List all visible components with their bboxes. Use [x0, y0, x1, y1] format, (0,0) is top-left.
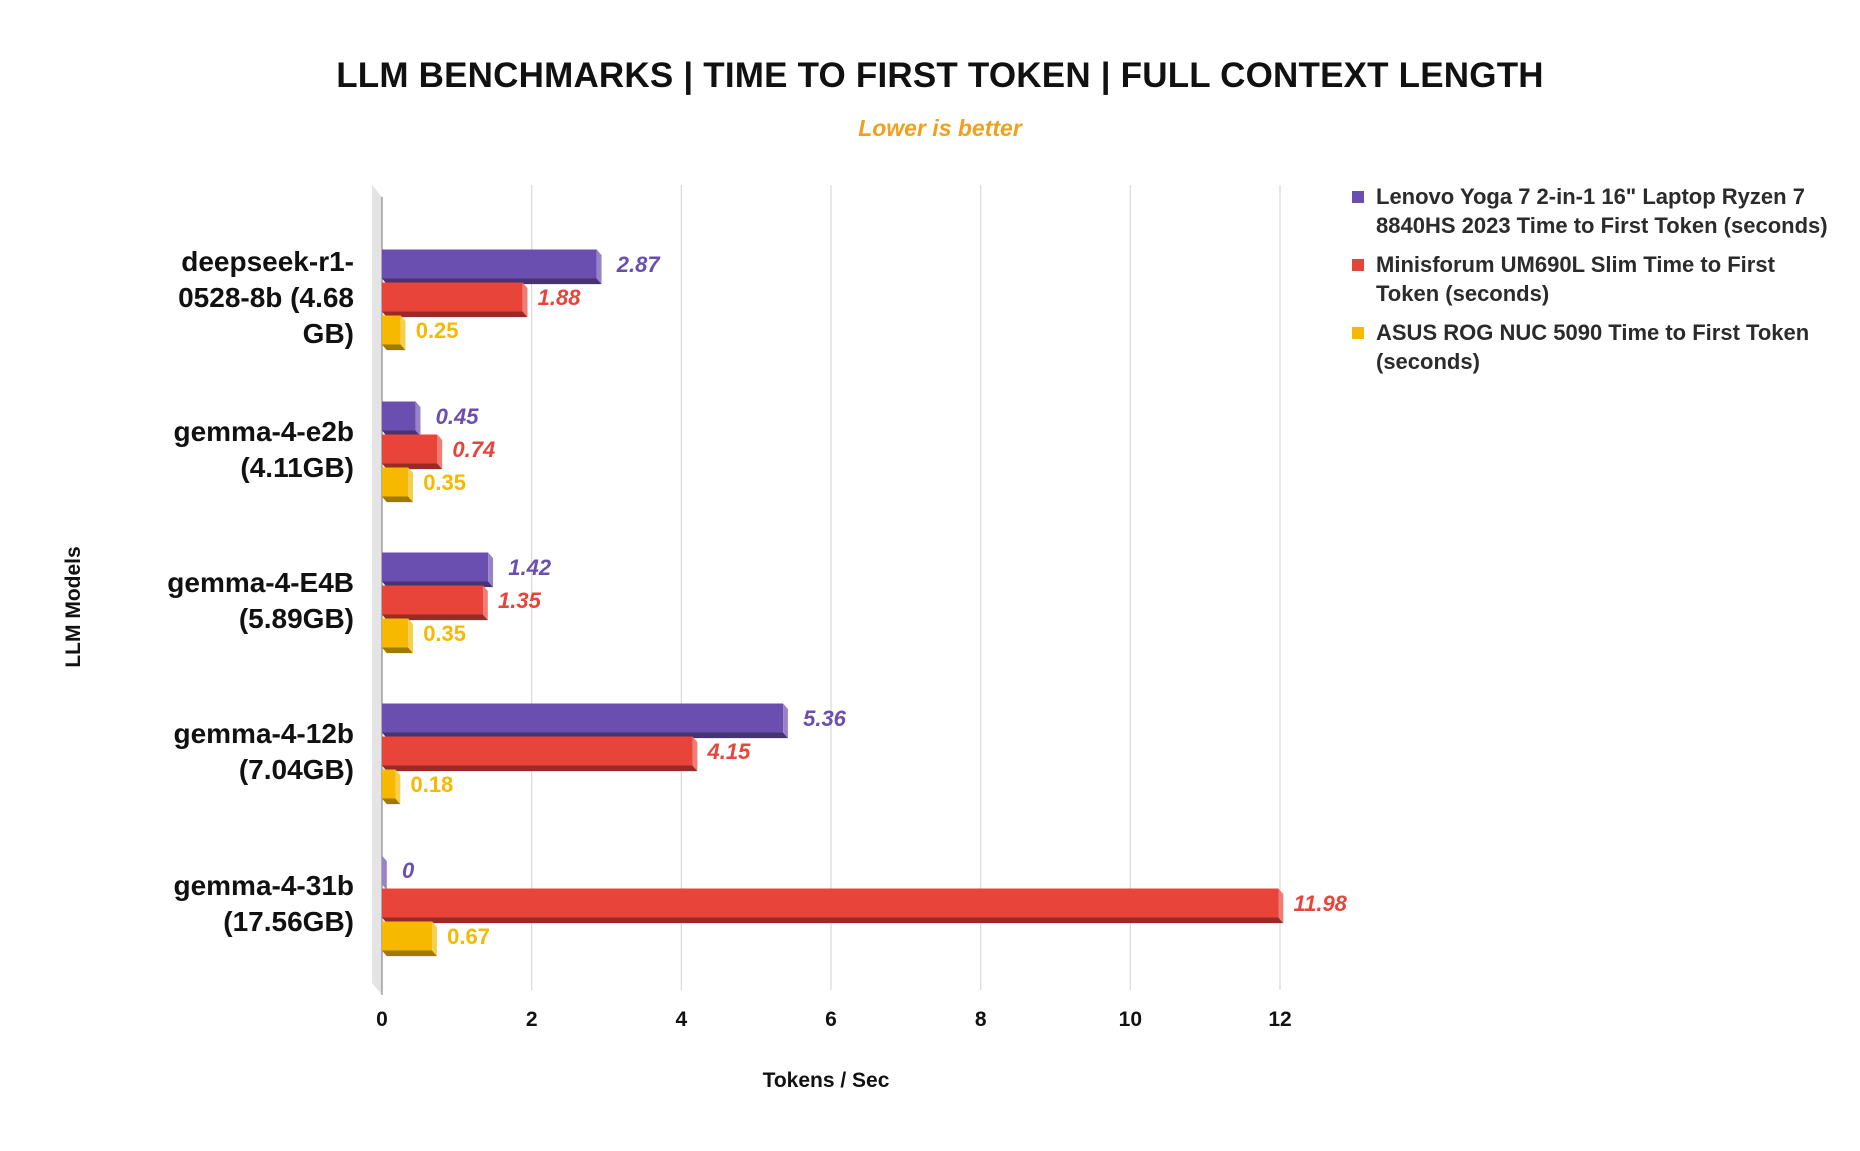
bar-side: [783, 703, 788, 739]
bar-face: [382, 467, 409, 497]
data-label: 0.35: [423, 470, 466, 495]
category-label: gemma-4-E4B (5.89GB): [167, 567, 354, 634]
bar: [382, 249, 602, 285]
bar-side: [382, 855, 387, 891]
bar-side: [432, 921, 437, 957]
bar-bottom: [382, 496, 413, 503]
data-label: 2.87: [616, 252, 662, 277]
y-axis-label: LLM Models: [62, 546, 85, 667]
bar-bottom: [382, 614, 488, 621]
bar-side: [415, 401, 421, 437]
data-label: 5.36: [803, 706, 847, 731]
bar-face: [382, 618, 409, 648]
bar-face: [382, 282, 523, 312]
data-label: 4.15: [707, 739, 752, 764]
data-label: 0.25: [416, 318, 459, 343]
bar-face: [382, 315, 401, 345]
bar-bottom: [382, 917, 1284, 924]
data-label: 11.98: [1294, 891, 1348, 916]
legend-label: Lenovo Yoga 7 2-in-1 16" Laptop Ryzen 7 …: [1376, 184, 1828, 238]
category-label: gemma-4-31b (17.56GB): [173, 870, 354, 937]
bar-side: [395, 769, 401, 805]
bar-face: [382, 401, 416, 431]
chart-subtitle: Lower is better: [858, 115, 1022, 141]
bar-bottom: [382, 950, 437, 957]
bar-side: [1278, 888, 1284, 924]
x-tick-label: 2: [526, 1008, 538, 1031]
bar-side: [408, 618, 413, 654]
category-label: gemma-4-e2b (4.11GB): [173, 416, 354, 483]
x-tick-label: 10: [1119, 1008, 1142, 1031]
bar: [382, 585, 488, 621]
data-label: 0.18: [410, 772, 453, 797]
bar: [382, 921, 437, 957]
data-label: 1.42: [508, 555, 552, 580]
bar: [382, 618, 413, 654]
bar-side: [408, 467, 413, 503]
data-label: 0.35: [423, 621, 466, 646]
bar: [382, 769, 401, 805]
data-label: 1.35: [498, 588, 542, 613]
bar: [382, 434, 443, 470]
bar-side: [488, 552, 494, 588]
bar-face: [382, 769, 396, 799]
bar-face: [382, 249, 597, 279]
bar-side: [437, 434, 443, 470]
legend-label: ASUS ROG NUC 5090 Time to First Token (s…: [1376, 320, 1810, 374]
bar-face: [382, 703, 784, 733]
bar: [382, 401, 421, 437]
bar-face: [382, 736, 693, 766]
bar: [382, 467, 413, 503]
bar-face: [382, 888, 1279, 918]
bar-bottom: [382, 798, 401, 805]
bar-bottom: [382, 765, 698, 772]
data-label: 0.67: [447, 924, 490, 949]
legend-item: Minisforum UM690L Slim Time to First Tok…: [1352, 250, 1832, 308]
bar-face: [382, 434, 438, 464]
legend: Lenovo Yoga 7 2-in-1 16" Laptop Ryzen 7 …: [1352, 182, 1832, 386]
chart-title: LLM BENCHMARKS | TIME TO FIRST TOKEN | F…: [336, 56, 1544, 95]
data-label: 0: [402, 858, 415, 883]
legend-item: ASUS ROG NUC 5090 Time to First Token (s…: [1352, 318, 1832, 376]
bar-face: [382, 921, 433, 951]
legend-swatch: [1352, 259, 1364, 271]
x-tick-label: 12: [1268, 1008, 1291, 1031]
bar: [382, 703, 788, 739]
x-tick-label: 4: [675, 1008, 687, 1031]
x-tick-label: 0: [376, 1008, 388, 1031]
data-label: 0.74: [452, 437, 495, 462]
legend-item: Lenovo Yoga 7 2-in-1 16" Laptop Ryzen 7 …: [1352, 182, 1832, 240]
bar: [382, 315, 406, 351]
legend-label: Minisforum UM690L Slim Time to First Tok…: [1376, 252, 1775, 306]
bar-side: [522, 282, 528, 318]
data-label: 1.88: [538, 285, 582, 310]
legend-swatch: [1352, 327, 1364, 339]
side-wall: [372, 185, 382, 995]
bar-bottom: [382, 311, 528, 318]
bar: [382, 282, 528, 318]
bar-face: [382, 552, 489, 582]
bar-face: [382, 585, 484, 615]
bar: [382, 855, 387, 891]
x-axis-label: Tokens / Sec: [763, 1069, 890, 1092]
legend-swatch: [1352, 191, 1364, 203]
bar-side: [400, 315, 406, 351]
x-tick-label: 6: [825, 1008, 837, 1031]
bar: [382, 552, 494, 588]
category-label: gemma-4-12b (7.04GB): [173, 718, 354, 785]
bar-side: [692, 736, 698, 772]
bar-side: [596, 249, 602, 285]
category-label: deepseek-r1-0528-8b (4.68 GB): [178, 246, 354, 349]
bar: [382, 888, 1284, 924]
bar-bottom: [382, 344, 406, 351]
x-tick-label: 8: [975, 1008, 987, 1031]
data-label: 0.45: [436, 404, 480, 429]
bar-bottom: [382, 647, 413, 654]
bar-side: [483, 585, 488, 621]
bar: [382, 736, 698, 772]
